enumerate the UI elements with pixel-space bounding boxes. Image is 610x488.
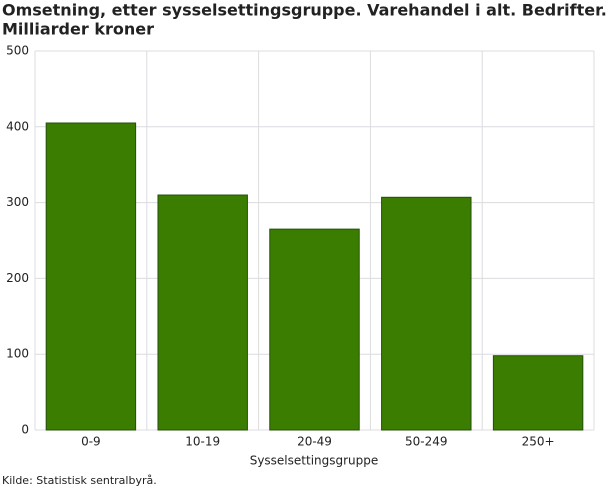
chart-title: Omsetning, etter sysselsettingsgruppe. V… — [2, 1, 610, 20]
bar — [381, 196, 472, 431]
y-tick-label: 400 — [6, 119, 29, 133]
y-tick-label: 100 — [6, 347, 29, 361]
x-tick-label: 50-249 — [405, 435, 448, 449]
y-tick-label: 200 — [6, 271, 29, 285]
y-tick-label: 300 — [6, 195, 29, 209]
bar — [157, 194, 248, 431]
x-tick-label: 0-9 — [81, 435, 101, 449]
source: Kilde: Statistisk sentralbyrå. — [2, 474, 157, 487]
bar — [45, 122, 137, 431]
x-tick-label: 10-19 — [185, 435, 220, 449]
x-tick-label: 20-49 — [297, 435, 332, 449]
x-tick-label: 250+ — [522, 435, 555, 449]
chart-subtitle: Milliarder kroner — [2, 20, 154, 39]
y-tick-label: 0 — [21, 423, 29, 437]
y-tick-label: 500 — [6, 44, 29, 58]
bar — [492, 355, 584, 431]
bar — [269, 228, 360, 431]
x-axis-label: Sysselsettingsgruppe — [250, 454, 379, 468]
